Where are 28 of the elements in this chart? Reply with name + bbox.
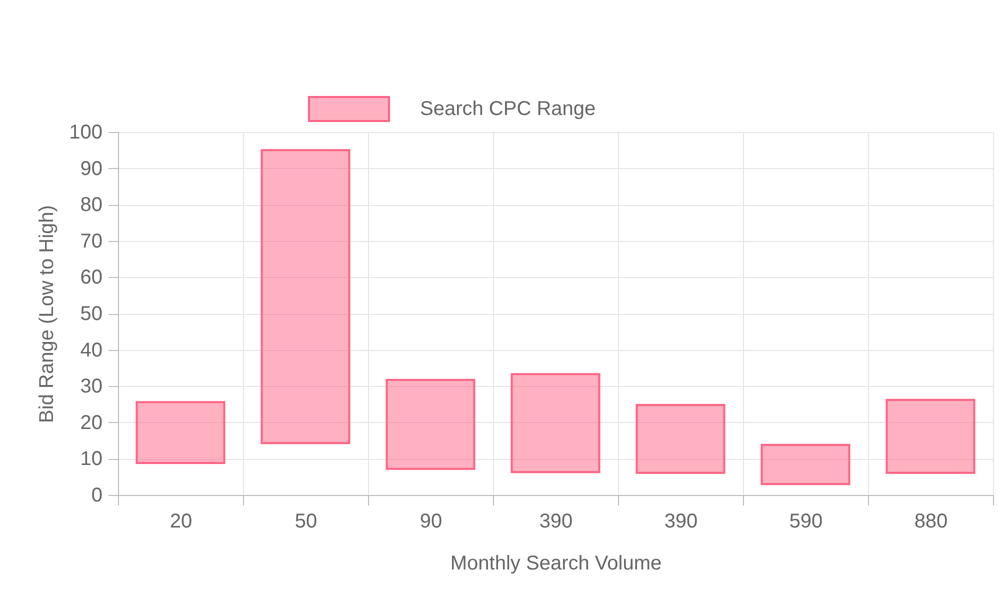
bar — [386, 378, 476, 470]
y-tick-label: 100 — [69, 122, 102, 144]
y-tick-label: 10 — [80, 448, 102, 470]
x-tick-label: 90 — [420, 510, 442, 532]
y-tick-label: 70 — [80, 230, 102, 252]
x-tick-label: 20 — [170, 510, 192, 532]
y-tick-label: 80 — [80, 194, 102, 216]
bar — [510, 373, 600, 474]
x-axis-title: Monthly Search Volume — [450, 552, 662, 574]
x-tick-label: 390 — [539, 510, 573, 532]
bar — [760, 444, 850, 486]
y-tick-label: 90 — [80, 158, 102, 180]
bar — [260, 149, 350, 444]
y-tick-label: 20 — [80, 412, 102, 434]
y-tick-label: 40 — [80, 339, 102, 362]
bar — [886, 398, 976, 474]
legend-label: Search CPC Range — [420, 98, 596, 120]
x-tick-label: 590 — [789, 510, 823, 532]
x-tick-label: 390 — [664, 510, 698, 532]
y-tick-label: 60 — [80, 266, 102, 289]
y-tick-label: 0 — [91, 484, 102, 506]
y-tick-label: 30 — [80, 376, 102, 398]
y-axis-title: Bid Range (Low to High) — [36, 205, 58, 423]
bar — [636, 404, 726, 474]
y-tick-label: 50 — [80, 303, 102, 325]
bar — [136, 401, 226, 464]
x-tick-label: 50 — [294, 510, 318, 532]
x-tick-label: 880 — [914, 510, 948, 532]
